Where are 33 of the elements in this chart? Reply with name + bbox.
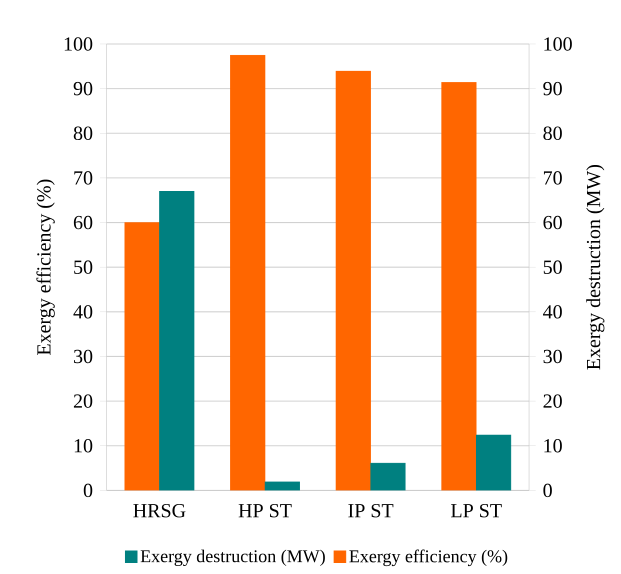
x-tick-label: LP ST [451,504,502,518]
bar [441,82,477,490]
y2-tick-label: 0 [543,483,552,497]
y-tick-label: 10 [74,438,92,452]
y2-axis-title: Exergy destruction (MW) [586,164,604,370]
legend-label: Exergy destruction (MW) [140,549,325,566]
x-tick-label: HRSG [133,504,186,518]
y2-tick-label: 80 [543,126,562,140]
y2-tick-label: 30 [544,350,562,364]
y-tick-label: 40 [73,304,92,318]
y2-tick-label: 40 [543,304,562,318]
y-tick-label: 50 [74,260,92,274]
y-tick-label: 20 [74,394,92,408]
y-tick-label: 90 [74,82,92,96]
y2-tick-label: 70 [544,170,562,184]
y2-tick-label: 90 [543,82,562,96]
bar [230,54,266,490]
bar [336,70,371,490]
x-tick-label: HP ST [238,504,292,518]
y2-tick-label: 50 [544,260,562,274]
y-tick-label: 0 [84,483,92,497]
y-axis-title: Exergy efficiency (%) [36,179,55,355]
y-tick-label: 100 [64,37,92,51]
y-tick-label: 70 [74,170,92,184]
y2-tick-label: 10 [544,438,562,452]
y2-tick-label: 20 [544,394,562,408]
y-tick-label: 60 [74,216,92,230]
y-tick-label: 80 [74,126,92,140]
y-tick-label: 30 [74,350,92,364]
legend-label: Exergy efficiency (%) [349,549,508,566]
y2-tick-label: 100 [544,37,572,51]
y2-tick-label: 60 [543,216,562,230]
x-tick-label: IP ST [348,504,394,518]
